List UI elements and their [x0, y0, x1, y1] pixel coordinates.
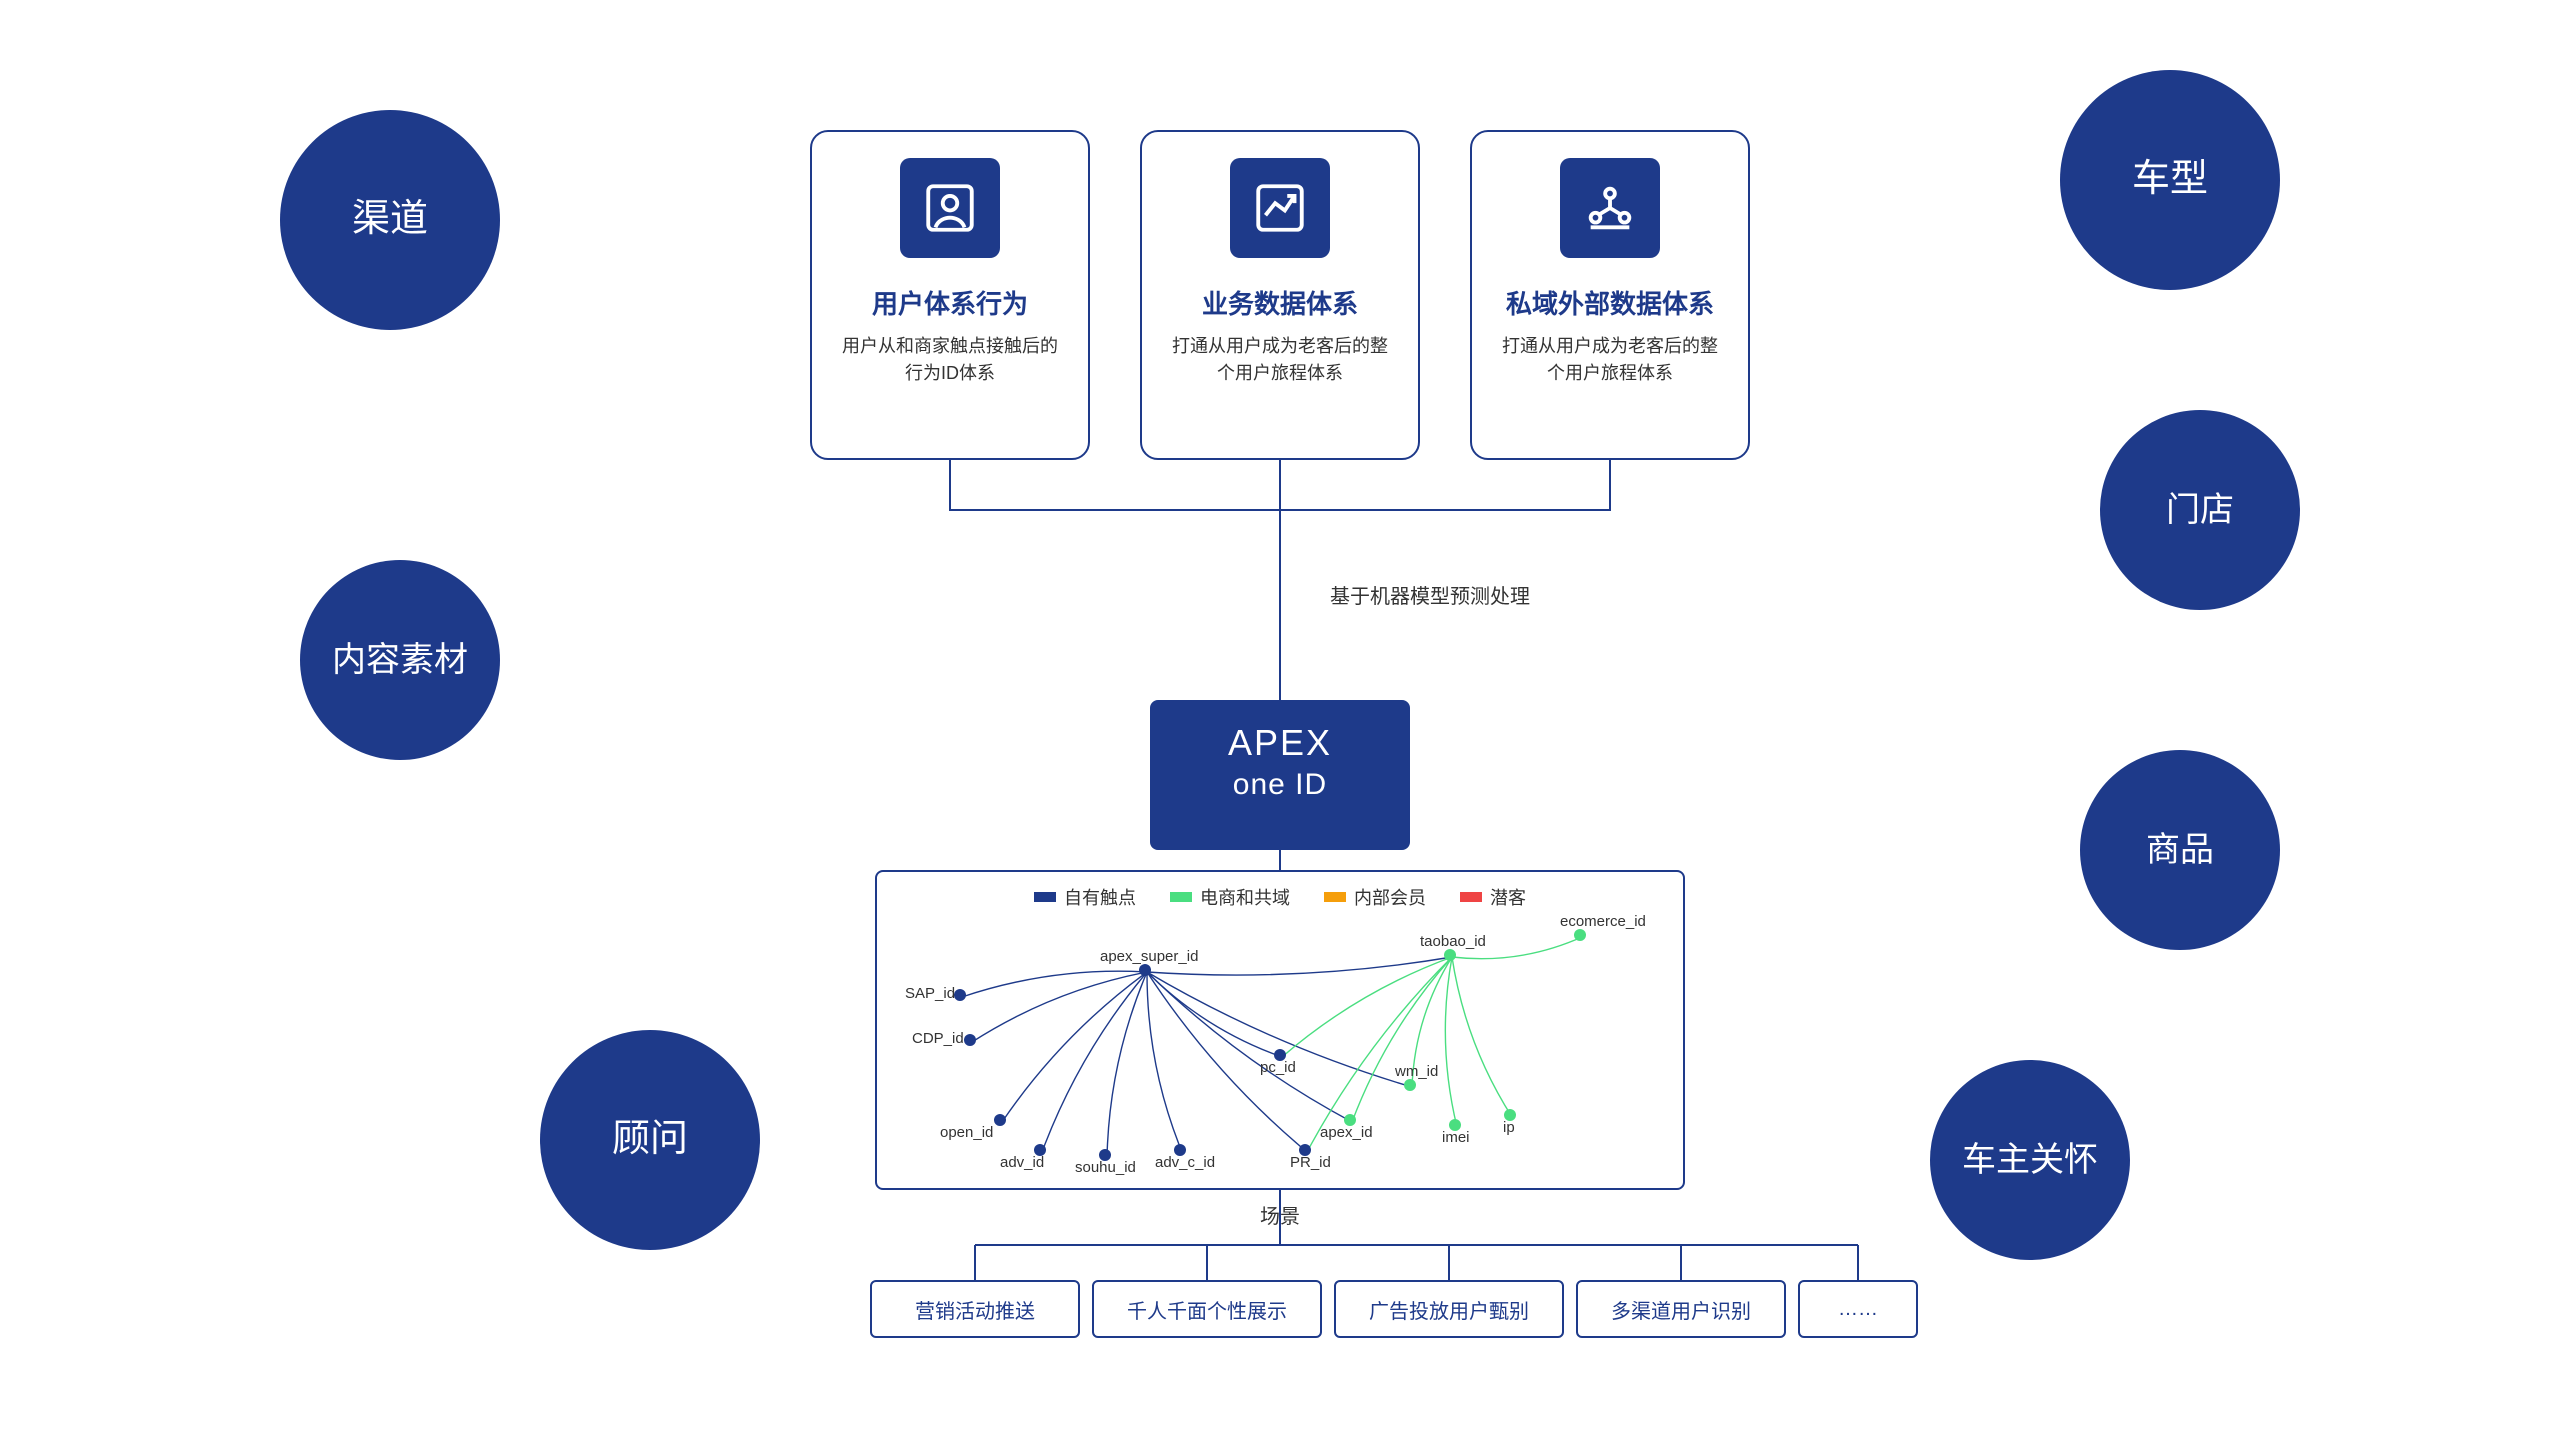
- category-circle: 顾问: [540, 1030, 760, 1250]
- scenario-box: 千人千面个性展示: [1092, 1280, 1322, 1338]
- scenario-label: 场景: [1260, 1200, 1300, 1229]
- category-circle: 内容素材: [300, 560, 500, 760]
- category-circle: 商品: [2080, 750, 2280, 950]
- graph-node-label: apex_super_id: [1100, 948, 1198, 965]
- chart-icon: [1230, 158, 1330, 258]
- graph-node: [954, 989, 966, 1001]
- data-system-card: 私域外部数据体系 打通从用户成为老客后的整个用户旅程体系: [1470, 130, 1750, 460]
- graph-node: [964, 1034, 976, 1046]
- scenario-box: 广告投放用户甄别: [1334, 1280, 1564, 1338]
- network-icon: [1560, 158, 1660, 258]
- graph-node-label: CDP_id: [912, 1030, 964, 1047]
- scenario-box: 营销活动推送: [870, 1280, 1080, 1338]
- apex-line1: APEX: [1150, 722, 1410, 764]
- apex-line2: one ID: [1150, 768, 1410, 802]
- card-title: 私域外部数据体系: [1488, 284, 1732, 321]
- card-desc: 用户从和商家触点接触后的行为ID体系: [828, 333, 1072, 387]
- graph-node-label: adv_c_id: [1155, 1154, 1215, 1171]
- graph-node-label: ecomerce_id: [1560, 913, 1646, 930]
- data-system-card: 用户体系行为 用户从和商家触点接触后的行为ID体系: [810, 130, 1090, 460]
- category-circle: 车主关怀: [1930, 1060, 2130, 1260]
- data-system-card: 业务数据体系 打通从用户成为老客后的整个用户旅程体系: [1140, 130, 1420, 460]
- graph-node: [1404, 1079, 1416, 1091]
- category-circle: 车型: [2060, 70, 2280, 290]
- graph-node-label: adv_id: [1000, 1154, 1044, 1171]
- scenario-box: 多渠道用户识别: [1576, 1280, 1786, 1338]
- graph-node-label: open_id: [940, 1124, 993, 1141]
- category-circle: 门店: [2100, 410, 2300, 610]
- apex-one-id-box: APEX one ID: [1150, 700, 1410, 850]
- graph-node-label: PR_id: [1290, 1154, 1331, 1171]
- graph-node-label: wm_id: [1395, 1063, 1438, 1080]
- graph-node-label: SAP_id: [905, 985, 955, 1002]
- graph-node: [994, 1114, 1006, 1126]
- graph-node: [1574, 929, 1586, 941]
- user-icon: [900, 158, 1000, 258]
- category-circle: 渠道: [280, 110, 500, 330]
- connector-label: 基于机器模型预测处理: [1330, 580, 1530, 609]
- card-title: 业务数据体系: [1158, 284, 1402, 321]
- card-title: 用户体系行为: [828, 284, 1072, 321]
- graph-node-label: taobao_id: [1420, 933, 1486, 950]
- graph-node-label: ip: [1503, 1119, 1515, 1136]
- graph-node-label: pc_id: [1260, 1059, 1296, 1076]
- card-desc: 打通从用户成为老客后的整个用户旅程体系: [1488, 333, 1732, 387]
- graph-node: [1139, 964, 1151, 976]
- graph-node-label: imei: [1442, 1129, 1470, 1146]
- graph-node-label: apex_id: [1320, 1124, 1373, 1141]
- graph-node: [1444, 949, 1456, 961]
- scenario-box: ……: [1798, 1280, 1918, 1338]
- card-desc: 打通从用户成为老客后的整个用户旅程体系: [1158, 333, 1402, 387]
- graph-node-label: souhu_id: [1075, 1159, 1136, 1176]
